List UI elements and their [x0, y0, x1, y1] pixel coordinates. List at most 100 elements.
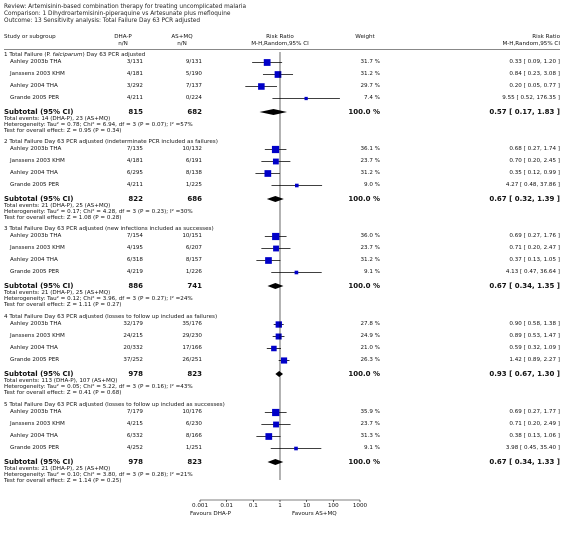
study-weight: 31.2 %: [360, 257, 380, 263]
study-asmq-events: 8/166: [185, 433, 202, 439]
study-ci-text: 1.42 [ 0.89, 2.27 ]: [509, 357, 560, 363]
overall-effect-test: Test for overall effect: Z = 1.14 (P = 0…: [4, 478, 122, 484]
total-events: Total events: 21 (DHA-P), 25 (AS+MQ): [4, 203, 111, 209]
study-square-marker: [272, 232, 280, 241]
study-weight: 24.9 %: [360, 333, 380, 339]
study-name: Janssens 2003 KHM: [10, 333, 65, 339]
subtotal-weight: 100.0 %: [348, 108, 380, 116]
study-dhap-events: 4/211: [126, 95, 143, 101]
study-asmq-events: 17/166: [182, 345, 202, 351]
study-square-marker: [273, 245, 279, 252]
group-3-title: 3 Total Failure Day 63 PCR adjusted (new…: [4, 226, 214, 232]
study-name: Ashley 2003b THA: [10, 146, 62, 152]
study-ci-text: 0.38 [ 0.13, 1.06 ]: [509, 433, 560, 439]
study-name: Ashley 2003b THA: [10, 233, 62, 239]
subtotal-ci-text: 0.67 [ 0.32, 1.39 ]: [489, 195, 560, 203]
study-asmq-events: 8/157: [185, 257, 202, 263]
total-events: Total events: 21 (DHA-P), 25 (AS+MQ): [4, 290, 111, 296]
study-weight: 36.0 %: [360, 233, 380, 239]
study-ci-text: 0.84 [ 0.23, 3.08 ]: [509, 71, 560, 77]
study-dhap-events: 4/211: [126, 182, 143, 188]
study-dhap-events: 4/252: [126, 445, 143, 451]
study-asmq-events: 26/251: [182, 357, 202, 363]
weight-col-header: Weight: [355, 34, 375, 40]
study-weight: 23.7 %: [360, 245, 380, 251]
study-weight: 31.2 %: [360, 170, 380, 176]
study-square-marker: [265, 257, 272, 264]
study-square-marker: [304, 96, 308, 101]
group-5-title: 5 Total Failure Day 63 PCR adjusted (los…: [4, 402, 225, 408]
study-square-marker: [275, 321, 282, 328]
subtotal-asmq-total: 686: [187, 195, 202, 203]
group-1-title: 1 Total Failure (P. falciparum) Day 63 P…: [4, 52, 146, 58]
study-asmq-events: 5/190: [185, 71, 202, 77]
study-asmq-events: 7/137: [185, 83, 202, 89]
study-weight: 9.1 %: [364, 445, 380, 451]
x-axis-tick-label: 0.001: [191, 503, 208, 509]
asmq-col-header: AS+MQ: [171, 34, 193, 40]
study-asmq-events: 29/230: [182, 333, 202, 339]
review-title: Review: Artemisinin-based combination th…: [4, 4, 247, 10]
study-weight: 35.9 %: [360, 409, 380, 415]
study-weight: 31.7 %: [360, 59, 380, 65]
study-dhap-events: 6/318: [126, 257, 143, 263]
study-asmq-events: 8/138: [185, 170, 202, 176]
study-name: Ashley 2004 THA: [10, 170, 58, 176]
heterogeneity-stats: Heterogeneity: Tau² = 0.05; Chi² = 5.22,…: [4, 384, 193, 390]
study-name: Janssens 2003 KHM: [10, 71, 65, 77]
study-name: Ashley 2003b THA: [10, 59, 62, 65]
rr-col-method: M-H,Random,95% CI: [502, 41, 560, 47]
subtotal-label: Subtotal (95% CI): [4, 195, 74, 203]
study-asmq-events: 1/251: [185, 445, 202, 451]
subtotal-label: Subtotal (95% CI): [4, 108, 74, 116]
study-weight: 7.4 %: [364, 95, 380, 101]
study-square-marker: [273, 421, 279, 428]
subtotal-asmq-total: 682: [187, 108, 202, 116]
study-ci-text: 0.33 [ 0.09, 1.20 ]: [509, 59, 560, 65]
subtotal-diamond: [275, 371, 284, 377]
study-name: Grande 2005 PER: [10, 445, 60, 451]
study-asmq-events: 6/207: [185, 245, 202, 251]
study-asmq-events: 6/230: [185, 421, 202, 427]
study-square-marker: [294, 270, 299, 275]
study-name: Ashley 2003b THA: [10, 409, 62, 415]
study-square-marker: [294, 446, 298, 451]
study-ci-text: 0.71 [ 0.20, 2.49 ]: [509, 421, 560, 427]
subtotal-diamond: [267, 459, 284, 465]
study-dhap-events: 4/181: [126, 158, 143, 164]
total-events: Total events: 21 (DHA-P), 25 (AS+MQ): [4, 466, 111, 472]
study-dhap-events: 4/181: [126, 71, 143, 77]
study-ci-text: 0.89 [ 0.53, 1.47 ]: [509, 333, 560, 339]
x-axis-tick-label: 1000: [352, 503, 368, 509]
study-square-marker: [265, 433, 273, 440]
subtotal-diamond: [259, 109, 287, 115]
study-name: Janssens 2003 KHM: [10, 245, 65, 251]
study-asmq-events: 6/191: [185, 158, 202, 164]
subtotal-ci-text: 0.57 [ 0.17, 1.83 ]: [489, 108, 560, 116]
study-name: Janssens 2003 KHM: [10, 421, 65, 427]
overall-effect-test: Test for overall effect: Z = 0.95 (P = 0…: [4, 128, 122, 134]
study-square-marker: [272, 158, 279, 165]
study-dhap-events: 32/179: [123, 321, 143, 327]
study-col-header: Study or subgroup: [4, 34, 56, 40]
favours-left-label: Favours DHA-P: [190, 511, 232, 517]
subtotal-asmq-total: 741: [187, 282, 202, 290]
study-square-marker: [271, 345, 277, 352]
subtotal-label: Subtotal (95% CI): [4, 370, 74, 378]
group-2-title: 2 Total Failure Day 63 PCR adjusted (ind…: [4, 139, 218, 145]
study-ci-text: 0.70 [ 0.20, 2.45 ]: [509, 158, 560, 164]
study-square-marker: [258, 83, 265, 90]
subtotal-dhap-total: 978: [128, 370, 143, 378]
study-name: Ashley 2004 THA: [10, 83, 58, 89]
study-name: Ashley 2004 THA: [10, 345, 58, 351]
subtotal-asmq-total: 823: [187, 458, 202, 466]
study-weight: 31.3 %: [360, 433, 380, 439]
study-name: Ashley 2004 THA: [10, 433, 58, 439]
study-ci-text: 0.69 [ 0.27, 1.77 ]: [509, 409, 560, 415]
subtotal-weight: 100.0 %: [348, 370, 380, 378]
x-axis-tick-label: 0.1: [248, 503, 258, 509]
subtotal-dhap-total: 822: [128, 195, 143, 203]
study-name: Ashley 2004 THA: [10, 257, 58, 263]
study-weight: 27.8 %: [360, 321, 380, 327]
